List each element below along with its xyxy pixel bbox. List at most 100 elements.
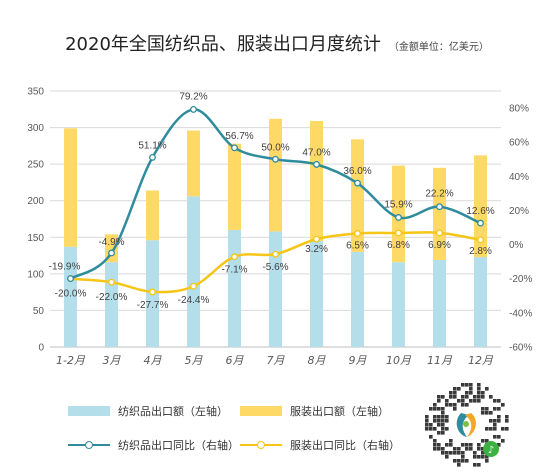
bar-apparel [474, 155, 487, 258]
left-axis-tick-label: 250 [27, 160, 44, 171]
legend-swatch-textile-bar [68, 406, 110, 416]
point-textile-yoy [477, 219, 484, 227]
x-axis-tick-label: 3月 [103, 354, 122, 367]
bar-apparel [228, 143, 241, 230]
legend-label-textile-line: 纺织品出口同比（右轴） [118, 439, 239, 452]
bar-textile [351, 251, 364, 347]
point-textile-yoy [395, 214, 402, 221]
data-label-apparel-yoy: 6.5% [346, 241, 369, 252]
point-apparel-yoy [313, 235, 320, 243]
right-axis-tick-label: 40% [509, 172, 529, 183]
data-label-apparel-yoy: -27.7% [137, 300, 169, 311]
point-textile-yoy [436, 203, 443, 211]
data-label-apparel-yoy: 6.8% [387, 240, 410, 251]
bar-apparel [392, 165, 405, 263]
data-label-textile-yoy: 15.9% [384, 199, 412, 210]
x-axis-tick-label: 7月 [267, 354, 286, 367]
bar-textile [392, 262, 405, 347]
left-axis-tick-label: 300 [27, 123, 44, 134]
legend-swatch-apparel-line [240, 440, 282, 450]
data-label-apparel-yoy: -22.0% [96, 292, 128, 303]
bar-apparel [146, 190, 159, 241]
legend-swatch-apparel-bar [240, 406, 282, 416]
point-textile-yoy [313, 160, 320, 168]
bar-apparel [187, 130, 200, 197]
left-axis-tick-label: 0 [38, 343, 44, 354]
data-label-textile-yoy: 22.2% [425, 189, 453, 200]
legend-item-textile-bar: 纺织品出口额（左轴） [68, 403, 228, 419]
data-label-apparel-yoy: -5.6% [262, 262, 288, 273]
point-apparel-yoy [477, 236, 484, 244]
chart-title: 2020年全国纺织品、服装出口月度统计 [65, 34, 381, 55]
x-axis-tick-label: 5月 [185, 354, 204, 367]
legend-swatch-textile-line [68, 440, 110, 450]
left-axis-tick-label: 100 [27, 269, 44, 280]
point-apparel-yoy [354, 230, 361, 237]
point-textile-yoy [108, 249, 115, 257]
point-textile-yoy [354, 179, 361, 187]
data-label-textile-yoy: 47.0% [302, 147, 330, 158]
legend-label-textile-bar: 纺织品出口额（左轴） [118, 405, 228, 418]
bar-textile [474, 257, 487, 347]
bar-textile [105, 262, 118, 347]
right-axis-tick-label: 80% [509, 104, 529, 115]
point-textile-yoy [149, 153, 156, 161]
data-label-apparel-yoy: -24.4% [178, 295, 210, 306]
x-axis-tick-label: 9月 [349, 354, 368, 367]
bar-textile [228, 229, 241, 347]
point-apparel-yoy [190, 282, 197, 290]
point-apparel-yoy [395, 229, 402, 237]
x-axis-tick-label: 11月 [427, 354, 453, 367]
left-axis-tick-label: 350 [27, 87, 44, 98]
x-axis-tick-label: 4月 [144, 354, 163, 367]
bar-textile [269, 231, 282, 347]
chart-title-row: 2020年全国纺织品、服装出口月度统计 （金额单位：亿美元） [0, 30, 554, 56]
data-label-apparel-yoy: 2.8% [469, 246, 492, 257]
legend-label-apparel-bar: 服装出口额（左轴） [290, 405, 389, 418]
point-textile-yoy [272, 155, 279, 163]
chart-unit-note: （金额单位：亿美元） [388, 42, 489, 53]
bar-apparel [64, 128, 77, 247]
right-axis-tick-label: -40% [509, 308, 532, 319]
legend-item-apparel-line: 服装出口同比（右轴） [240, 437, 400, 453]
right-axis-tick-label: -60% [509, 343, 532, 354]
bar-textile [64, 246, 77, 347]
left-axis-tick-label: 50 [33, 306, 45, 317]
bar-apparel [433, 167, 446, 260]
right-axis-tick-label: 0% [509, 240, 524, 251]
data-label-apparel-yoy: -7.1% [221, 265, 247, 276]
x-axis-tick-label: 10月 [386, 354, 412, 367]
left-axis-tick-label: 150 [27, 233, 44, 244]
qr-code-icon: ♪ [425, 383, 509, 467]
right-axis-tick-label: -20% [509, 274, 532, 285]
x-axis-tick-label: 6月 [226, 354, 245, 367]
point-apparel-yoy [231, 253, 238, 261]
bar-apparel [351, 139, 364, 252]
bar-textile [187, 196, 200, 347]
data-label-textile-yoy: -19.9% [49, 262, 81, 273]
data-label-textile-yoy: 36.0% [343, 166, 371, 177]
data-label-apparel-yoy: 6.9% [428, 240, 451, 251]
x-axis-tick-label: 8月 [308, 354, 327, 367]
data-label-textile-yoy: 12.6% [466, 206, 494, 217]
data-label-textile-yoy: -4.9% [98, 237, 124, 248]
bar-textile [310, 240, 323, 347]
point-apparel-yoy [272, 250, 279, 258]
bar-apparel [310, 120, 323, 241]
data-label-textile-yoy: 56.7% [225, 131, 253, 142]
legend-label-apparel-line: 服装出口同比（右轴） [290, 439, 400, 452]
point-apparel-yoy [149, 288, 156, 296]
svg-text:♪: ♪ [488, 445, 494, 456]
x-axis-tick-label: 12月 [468, 354, 494, 367]
left-axis-tick-label: 200 [27, 196, 44, 207]
bar-apparel [269, 118, 282, 232]
line-textile-yoy [69, 108, 482, 280]
x-axis-tick-label: 1-2月 [56, 354, 86, 367]
bar-textile [433, 259, 446, 347]
point-apparel-yoy [108, 278, 115, 286]
right-axis-tick-label: 20% [509, 206, 529, 217]
data-label-apparel-yoy: 3.2% [305, 244, 328, 255]
point-textile-yoy [231, 144, 238, 152]
data-label-apparel-yoy: -20.0% [55, 289, 87, 300]
